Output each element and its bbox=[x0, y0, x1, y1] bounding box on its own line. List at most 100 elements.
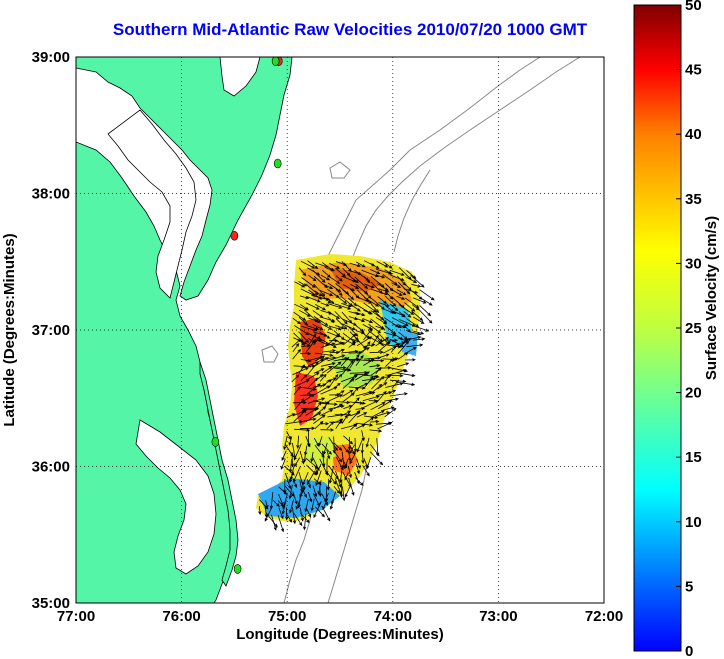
velocity-arrow bbox=[354, 401, 366, 405]
velocity-arrow bbox=[299, 450, 305, 465]
velocity-arrow bbox=[375, 337, 390, 347]
colorbar-tick-labels: 0 5 10 15 20 25 30 35 40 45 50 bbox=[685, 0, 702, 659]
velocity-arrow bbox=[370, 262, 380, 269]
velocity-arrow bbox=[307, 361, 319, 376]
velocity-arrow bbox=[327, 297, 335, 305]
velocity-arrow bbox=[370, 383, 383, 395]
velocity-arrow bbox=[377, 421, 393, 430]
velocity-arrow bbox=[325, 458, 329, 475]
velocity-arrow bbox=[419, 289, 435, 301]
velocity-arrow bbox=[362, 400, 379, 409]
velocity-arrow bbox=[377, 296, 388, 304]
velocity-arrow bbox=[278, 507, 284, 520]
velocity-arrow bbox=[277, 500, 285, 508]
velocity-arrow bbox=[363, 309, 373, 315]
velocity-arrow bbox=[370, 269, 381, 275]
x-tick-label: 77:00 bbox=[57, 608, 95, 625]
colorbar-tick-label: 20 bbox=[685, 385, 702, 402]
velocity-arrow bbox=[305, 436, 311, 448]
velocity-arrow bbox=[398, 304, 415, 315]
velocity-arrow bbox=[328, 325, 342, 331]
velocity-arrow bbox=[366, 456, 372, 470]
velocity-arrow bbox=[302, 513, 307, 531]
velocity-arrow bbox=[322, 442, 328, 456]
x-tick-label: 74:00 bbox=[374, 608, 412, 625]
y-tick-label: 38:00 bbox=[32, 186, 70, 203]
velocity-arrow bbox=[319, 331, 331, 339]
x-tick-label: 75:00 bbox=[268, 608, 306, 625]
velocity-arrow bbox=[298, 472, 305, 490]
x-tick-labels: 77:00 76:00 75:00 74:00 73:00 72:00 bbox=[57, 608, 623, 625]
velocity-arrow bbox=[347, 297, 358, 307]
velocity-vectors bbox=[258, 260, 435, 533]
velocity-arrow bbox=[335, 325, 345, 330]
velocity-arrow bbox=[315, 506, 326, 518]
velocity-arrow bbox=[391, 379, 399, 389]
velocity-arrow bbox=[341, 444, 349, 453]
velocity-arrow bbox=[411, 283, 422, 288]
velocity-arrow bbox=[335, 470, 342, 488]
velocity-arrow bbox=[371, 375, 385, 390]
velocity-arrow bbox=[364, 283, 375, 289]
velocity-arrow bbox=[322, 349, 337, 353]
velocity-arrow bbox=[335, 275, 343, 282]
velocity-arrow bbox=[312, 406, 327, 418]
station-marker bbox=[273, 158, 282, 169]
velocity-arrow bbox=[370, 297, 386, 310]
velocity-arrow bbox=[392, 323, 403, 328]
velocity-arrow bbox=[292, 343, 300, 353]
x-tick-label: 72:00 bbox=[585, 608, 623, 625]
velocity-arrow bbox=[391, 317, 409, 327]
velocity-arrow bbox=[342, 284, 356, 292]
velocity-arrow bbox=[378, 302, 390, 307]
velocity-arrow bbox=[272, 500, 280, 507]
velocity-arrow bbox=[314, 304, 327, 311]
velocity-arrow bbox=[328, 374, 339, 389]
velocity-arrow bbox=[306, 325, 320, 331]
velocity-arrow bbox=[354, 324, 365, 333]
velocity-arrow bbox=[319, 421, 330, 426]
velocity-arrow bbox=[396, 295, 406, 300]
velocity-arrow bbox=[312, 324, 324, 330]
velocity-arrow bbox=[289, 459, 293, 474]
x-tick-label: 73:00 bbox=[479, 608, 517, 625]
y-tick-label: 37:00 bbox=[32, 322, 70, 339]
velocity-arrow bbox=[294, 325, 310, 336]
station-marker bbox=[271, 57, 280, 66]
velocity-arrow bbox=[362, 318, 374, 324]
velocity-arrow bbox=[349, 373, 358, 382]
velocity-arrow bbox=[333, 341, 346, 346]
velocity-arrow bbox=[321, 282, 334, 290]
velocity-arrow bbox=[304, 498, 309, 513]
velocity-arrow bbox=[369, 364, 381, 368]
velocity-arrow bbox=[398, 281, 411, 295]
x-tick-label: 76:00 bbox=[162, 608, 200, 625]
velocity-arrow bbox=[398, 337, 412, 348]
velocity-arrow bbox=[344, 486, 351, 498]
velocity-arrow bbox=[363, 297, 380, 307]
chesapeake-bay bbox=[107, 109, 197, 299]
velocity-arrow bbox=[300, 512, 310, 524]
velocity-arrow bbox=[377, 340, 391, 353]
velocity-arrow bbox=[328, 437, 338, 451]
velocity-arrow bbox=[300, 374, 308, 382]
velocity-arrow bbox=[336, 368, 351, 374]
velocity-arrow bbox=[326, 333, 341, 347]
velocity-arrow bbox=[355, 424, 366, 430]
velocity-arrow bbox=[291, 374, 300, 383]
velocity-arrow bbox=[348, 397, 360, 410]
velocity-arrow bbox=[418, 296, 433, 306]
velocity-arrow bbox=[284, 485, 295, 497]
velocity-arrow bbox=[342, 389, 354, 397]
velocity-arrow bbox=[265, 512, 278, 528]
velocity-arrow bbox=[298, 331, 310, 343]
velocity-arrow bbox=[371, 410, 385, 418]
velocity-arrow bbox=[293, 311, 307, 321]
velocity-arrow bbox=[413, 337, 426, 341]
velocity-arrow bbox=[299, 304, 309, 311]
velocity-arrow bbox=[321, 505, 331, 522]
velocity-arrow bbox=[284, 472, 292, 490]
velocity-arrow bbox=[348, 302, 361, 312]
velocity-arrow bbox=[412, 316, 425, 324]
velocity-arrow bbox=[292, 400, 307, 405]
